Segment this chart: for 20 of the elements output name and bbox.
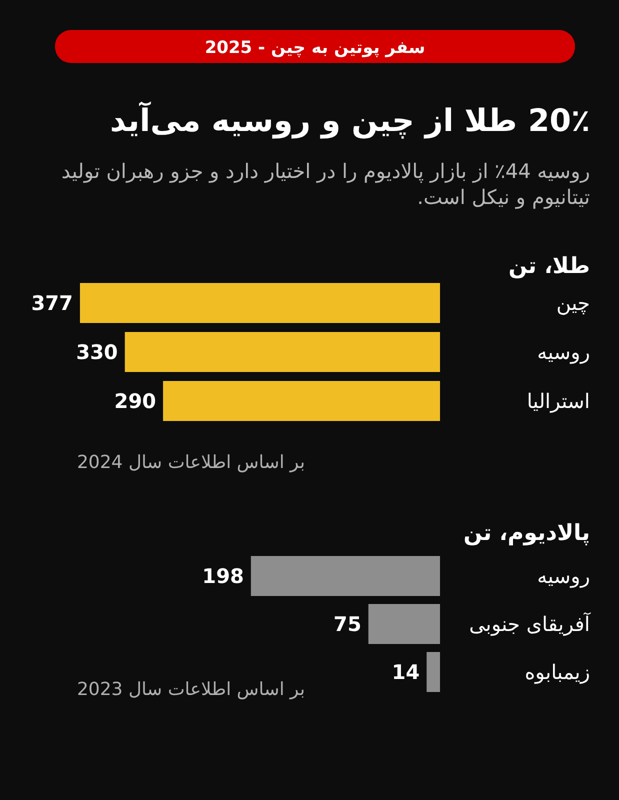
category: استرالیا — [526, 389, 590, 413]
data-label: 198 — [202, 564, 244, 588]
chart-title: پالادیوم، تن — [464, 521, 590, 546]
subtitle: روسیه 44٪ از بازار پالادیوم را در اختیار دارد و جزو رهبران تولید — [61, 159, 590, 183]
data-label: 330 — [76, 340, 118, 364]
chart-title: طلا، تن — [508, 254, 590, 279]
title: 20٪ طلا از چین و روسیه می‌آید — [110, 103, 590, 139]
category: روسیه — [537, 340, 590, 364]
header: سفر پوتین به چین - 2025 — [204, 38, 426, 58]
subtitle: تیتانیوم و نیکل است. — [417, 185, 590, 209]
data-label: 290 — [114, 389, 156, 413]
category: زیمبابوه — [524, 660, 590, 684]
category: روسیه — [537, 564, 590, 588]
category: چین — [556, 291, 590, 315]
data-label: 14 — [392, 660, 420, 684]
note: بر اساس اطلاعات سال 2023 — [76, 679, 305, 700]
data-label: 377 — [31, 291, 73, 315]
data-label: 75 — [334, 612, 362, 636]
note: بر اساس اطلاعات سال 2024 — [76, 452, 305, 473]
category: آفریقای جنوبی — [469, 612, 590, 636]
